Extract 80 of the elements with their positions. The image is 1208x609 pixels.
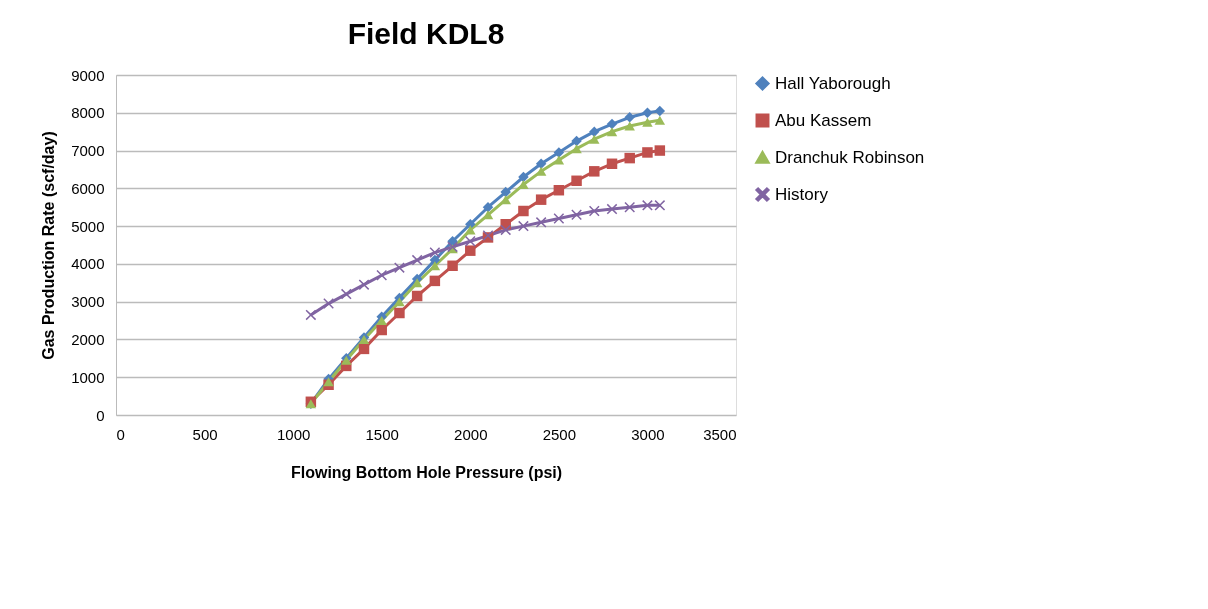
point: [376, 269, 387, 281]
point: [654, 200, 666, 211]
point: [394, 307, 405, 319]
point: [411, 254, 423, 266]
point: [535, 217, 547, 228]
point: [606, 118, 618, 130]
point: [571, 144, 582, 154]
point: [465, 225, 476, 235]
legend-label: Hall Yaborough: [775, 73, 891, 93]
point: [323, 298, 334, 309]
y-tick-label: 7000: [71, 142, 105, 160]
point: [411, 278, 423, 288]
y-tick-label: 2000: [71, 330, 105, 348]
x-tick-label: 2500: [542, 425, 577, 443]
y-tick-label: 4000: [71, 255, 105, 273]
point: [553, 155, 565, 165]
x-tick-label: 2000: [454, 425, 488, 443]
point: [376, 324, 387, 336]
x-tick-label: 1000: [276, 425, 311, 443]
point: [465, 245, 476, 256]
point: [606, 127, 618, 137]
point: [411, 290, 423, 302]
point: [482, 201, 494, 213]
x-tick-label: 500: [192, 425, 218, 443]
legend-label: History: [775, 184, 829, 204]
point: [358, 343, 370, 355]
point: [589, 126, 600, 137]
point: [518, 180, 529, 190]
point: [654, 145, 666, 156]
y-tick-label: 9000: [71, 66, 105, 84]
point: [394, 297, 405, 307]
point: [500, 224, 511, 236]
point: [394, 262, 405, 273]
point: [429, 247, 441, 258]
point: [624, 152, 635, 164]
point: [447, 260, 458, 272]
point: [624, 121, 635, 131]
y-tick-label: 3000: [71, 293, 105, 311]
point: [571, 209, 582, 221]
y-tick-label: 1000: [71, 368, 105, 386]
point: [535, 158, 547, 170]
point: [654, 115, 666, 125]
point: [553, 213, 565, 224]
point: [500, 186, 511, 198]
point: [589, 134, 600, 144]
point: [642, 107, 653, 119]
x-tick-label: 3000: [631, 425, 665, 443]
point: [429, 275, 441, 287]
point: [465, 235, 476, 247]
point: [571, 175, 582, 187]
point: [642, 200, 653, 211]
x-tick-label: 3500: [703, 425, 737, 443]
point: [535, 194, 547, 205]
x-tick-label: 1500: [365, 425, 399, 443]
legend-label: Abu Kassem: [775, 110, 872, 130]
y-tick-label: 8000: [71, 104, 105, 122]
chart-title: Field KDL8: [347, 17, 505, 50]
y-tick-label: 5000: [71, 217, 105, 235]
point: [341, 288, 352, 300]
point: [606, 158, 618, 170]
point: [654, 105, 666, 117]
point: [518, 220, 529, 232]
x-axis-title: Flowing Bottom Hole Pressure (psi): [290, 463, 563, 481]
y-tick-label: 0: [96, 406, 105, 424]
point: [589, 205, 600, 217]
point: [305, 309, 317, 321]
y-tick-label: 6000: [71, 179, 105, 197]
point: [589, 166, 600, 177]
point: [642, 147, 653, 158]
point: [642, 117, 653, 127]
point: [606, 203, 618, 215]
x-tick-label: 0: [116, 425, 125, 443]
point: [358, 279, 370, 290]
y-axis-title: Gas Production Rate (scf/day): [40, 131, 58, 360]
point: [624, 201, 635, 213]
point: [624, 112, 635, 123]
point: [376, 316, 387, 326]
point: [518, 205, 529, 217]
legend-label: Dranchuk Robinson: [775, 147, 925, 167]
point: [553, 184, 565, 196]
